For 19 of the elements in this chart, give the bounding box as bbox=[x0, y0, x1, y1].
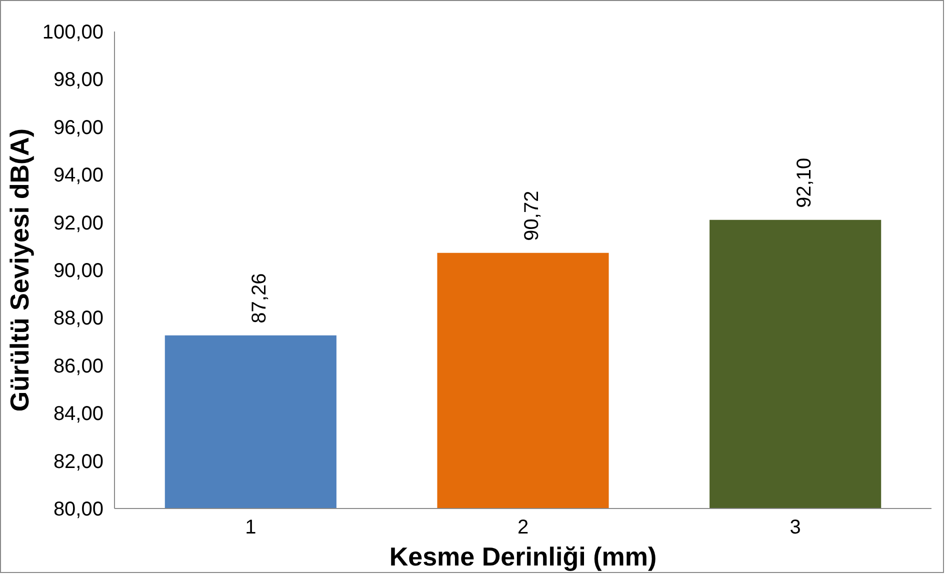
y-tick-label: 90,00 bbox=[53, 260, 104, 282]
y-tick-label: 82,00 bbox=[53, 450, 104, 473]
y-tick-label: 80,00 bbox=[53, 498, 104, 520]
y-tick-label: 88,00 bbox=[53, 308, 104, 330]
data-label: 92,10 bbox=[793, 158, 816, 208]
x-axis-title: Kesme Derinliği (mm) bbox=[389, 542, 657, 572]
x-tick-label: 3 bbox=[790, 516, 801, 538]
data-label: 87,26 bbox=[248, 273, 271, 324]
data-label: 90,72 bbox=[521, 190, 543, 241]
y-tick-label: 94,00 bbox=[53, 164, 104, 187]
y-tick-label: 84,00 bbox=[53, 403, 104, 426]
x-tick-label: 2 bbox=[517, 516, 529, 538]
x-tick-label: 1 bbox=[245, 516, 256, 538]
y-tick-label: 100,00 bbox=[42, 22, 104, 44]
y-tick-label: 98,00 bbox=[53, 69, 104, 92]
y-tick-label: 96,00 bbox=[53, 116, 104, 139]
y-tick-label: 92,00 bbox=[53, 212, 104, 234]
y-tick-label: 86,00 bbox=[53, 355, 104, 378]
y-axis-title: Gürültü Seviyesi dB(A) bbox=[4, 128, 34, 412]
